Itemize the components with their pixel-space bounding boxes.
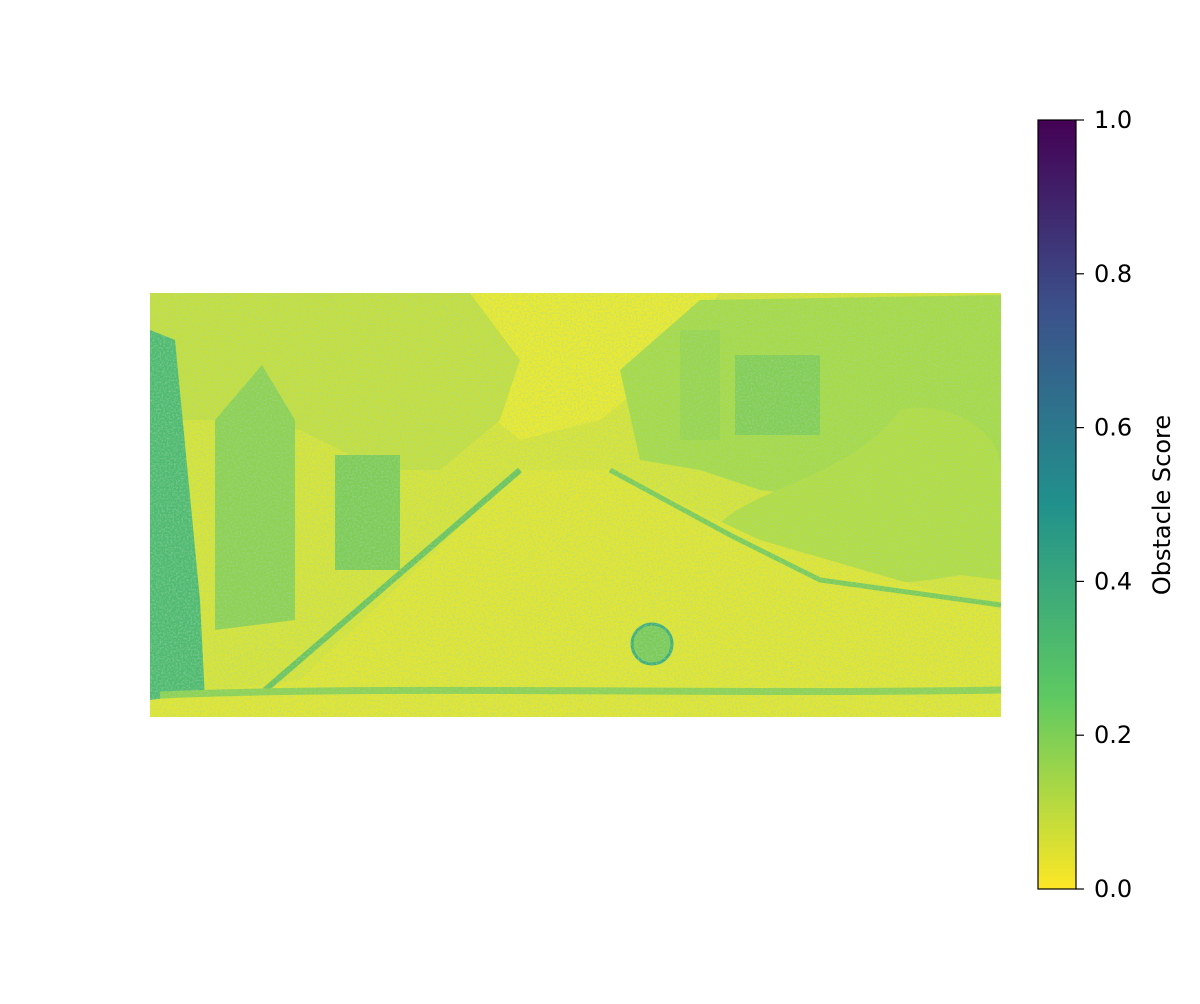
colorbar-label: Obstacle Score: [1148, 415, 1176, 595]
colorbar-ticks: 0.0 0.2 0.4 0.6 0.8 1.0: [1076, 106, 1132, 903]
colorbar-tick-label: 0.0: [1094, 875, 1132, 903]
colorbar-tick-label: 1.0: [1094, 106, 1132, 134]
colorbar-tick-label: 0.8: [1094, 260, 1132, 288]
colorbar-gradient: [1037, 119, 1077, 890]
heatmap-texture: [150, 293, 1001, 717]
colorbar-tick-label: 0.6: [1094, 414, 1132, 442]
colorbar-tick-label: 0.2: [1094, 721, 1132, 749]
colorbar-tick-label: 0.4: [1094, 567, 1132, 595]
obstacle-heatmap-image: [150, 293, 1001, 717]
colorbar: 0.0 0.2 0.4 0.6 0.8 1.0 Obstacle Score: [1037, 106, 1176, 903]
